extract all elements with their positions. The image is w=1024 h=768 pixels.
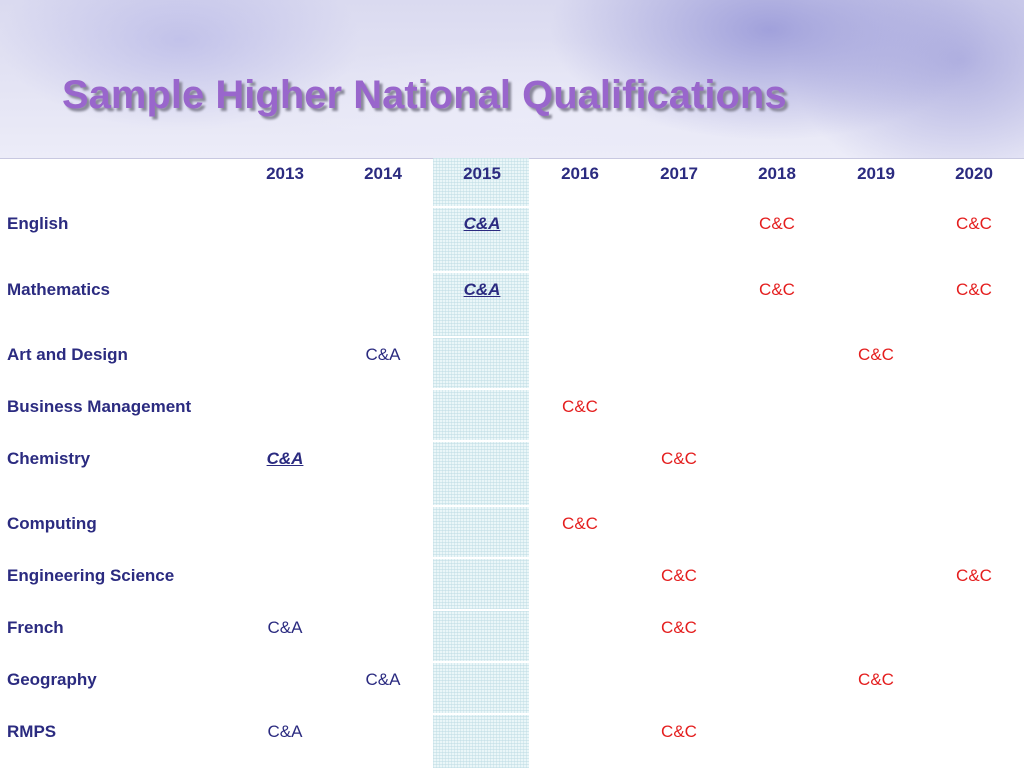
subject-label: Chemistry	[7, 449, 91, 468]
column-row-divider	[433, 440, 529, 442]
year-header-2019: 2019	[857, 164, 895, 183]
column-row-divider	[433, 336, 529, 338]
qualification-cell-2015: C&A	[463, 280, 501, 299]
qualification-cell-2015: C&A	[463, 214, 501, 233]
table-row: Chemistry C&A C&C	[0, 447, 1024, 471]
column-row-divider	[433, 609, 529, 611]
qualification-cell-2017: C&C	[661, 618, 697, 637]
table-row: Business Management C&C	[0, 395, 1024, 419]
column-row-divider	[433, 557, 529, 559]
subject-label: RMPS	[7, 722, 57, 741]
year-header-2017: 2017	[660, 164, 698, 183]
qualification-cell-2017: C&C	[661, 566, 697, 585]
table-row: RMPS C&A C&C	[0, 720, 1024, 744]
qualification-cell-2016: C&C	[562, 514, 598, 533]
slide-title: Sample Higher National Qualifications	[62, 73, 787, 117]
subject-label: Geography	[7, 670, 97, 689]
column-row-divider	[433, 271, 529, 273]
subject-label: English	[7, 214, 69, 233]
column-row-divider	[433, 713, 529, 715]
table-row: English C&A C&C C&C	[0, 212, 1024, 236]
year-header-2015: 2015	[463, 164, 501, 183]
subject-label: Engineering Science	[7, 566, 175, 585]
column-row-divider	[433, 388, 529, 390]
qualification-cell-2018: C&C	[759, 214, 795, 233]
subject-label: French	[7, 618, 64, 637]
table-row: French C&A C&C	[0, 616, 1024, 640]
table-row: Geography C&A C&C	[0, 668, 1024, 692]
qualification-cell-2017: C&C	[661, 722, 697, 741]
year-header-2020: 2020	[955, 164, 993, 183]
title-banner: Sample Higher National Qualifications	[0, 0, 1024, 159]
column-row-divider	[433, 661, 529, 663]
qualification-cell-2013: C&A	[267, 722, 303, 741]
qualification-cell-2017: C&C	[661, 449, 697, 468]
qualification-cell-2020: C&C	[956, 566, 992, 585]
qualification-cell-2018: C&C	[759, 280, 795, 299]
year-header-2013: 2013	[266, 164, 304, 183]
qualification-cell-2013: C&A	[266, 449, 304, 468]
subject-label: Computing	[7, 514, 97, 533]
qualification-cell-2013: C&A	[267, 618, 303, 637]
table-row: Engineering Science C&C C&C	[0, 564, 1024, 588]
qualification-cell-2014: C&A	[365, 345, 401, 364]
qualification-cell-2019: C&C	[858, 670, 894, 689]
qualification-cell-2020: C&C	[956, 214, 992, 233]
highlighted-year-column	[433, 158, 529, 768]
subject-label: Art and Design	[7, 345, 128, 364]
qualification-cell-2014: C&A	[365, 670, 401, 689]
subject-label: Mathematics	[7, 280, 110, 299]
table-row: Art and Design C&A C&C	[0, 343, 1024, 367]
qualification-cell-2016: C&C	[562, 397, 598, 416]
subject-label: Business Management	[7, 397, 192, 416]
qualification-cell-2020: C&C	[956, 280, 992, 299]
year-header-2018: 2018	[758, 164, 796, 183]
column-row-divider	[433, 206, 529, 208]
table-header-row: 2013 2014 2015 2016 2017 2018 2019 2020	[0, 162, 1024, 186]
qualification-cell-2019: C&C	[858, 345, 894, 364]
table-row: Computing C&C	[0, 512, 1024, 536]
year-header-2016: 2016	[561, 164, 599, 183]
year-header-2014: 2014	[364, 164, 402, 183]
table-row: Mathematics C&A C&C C&C	[0, 278, 1024, 302]
column-row-divider	[433, 505, 529, 507]
